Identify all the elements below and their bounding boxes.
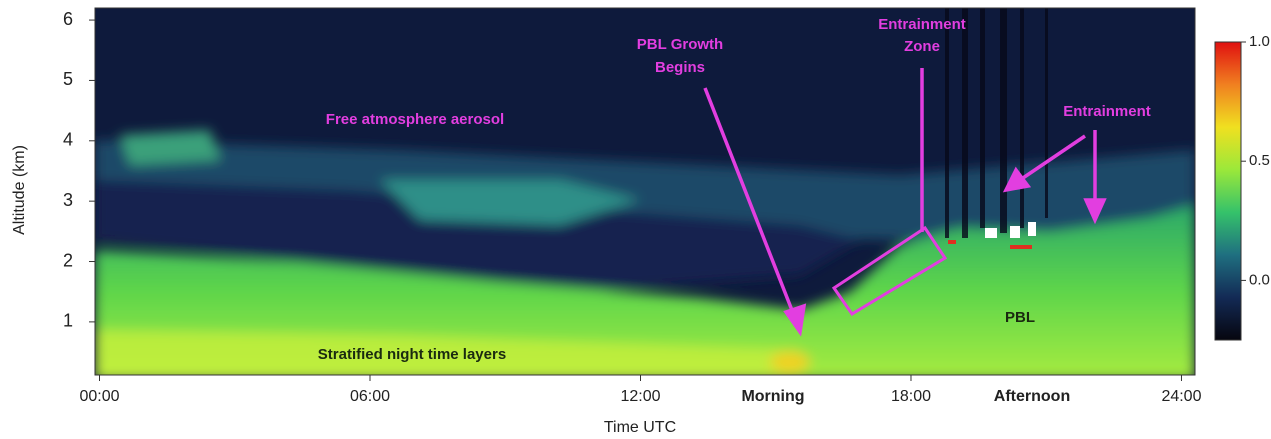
y-axis-label: Altitude (km) xyxy=(11,145,28,235)
x-tick-label: 18:00 xyxy=(891,388,931,405)
annotation: Zone xyxy=(904,38,940,55)
x-tick-label: 00:00 xyxy=(79,388,119,405)
plot-frame xyxy=(94,7,1196,376)
time-label: Afternoon xyxy=(994,388,1070,405)
y-tick-label: 4 xyxy=(63,130,73,150)
annotation-arrows xyxy=(703,68,1107,337)
y-tick-label: 3 xyxy=(63,190,73,210)
annotation: Stratified night time layers xyxy=(318,346,506,363)
x-tick-label: 06:00 xyxy=(350,388,390,405)
annotation: PBL xyxy=(1005,309,1035,326)
x-tick-label: 12:00 xyxy=(620,388,660,405)
y-tick-label: 5 xyxy=(63,69,73,89)
y-tick-label: 2 xyxy=(63,250,73,270)
time-label: Morning xyxy=(741,388,804,405)
heatmap-image xyxy=(95,8,1195,375)
y-tick-label: 6 xyxy=(63,9,73,29)
x-axis-label: Time UTC xyxy=(604,419,676,436)
annotation: Begins xyxy=(655,59,705,76)
annotation: PBL Growth xyxy=(637,36,723,53)
annotation: Entrainment xyxy=(878,16,966,33)
annotation: Entrainment xyxy=(1063,103,1151,120)
x-tick-label: 24:00 xyxy=(1161,388,1201,405)
colorbar xyxy=(1214,41,1242,341)
annotation: Free atmosphere aerosol xyxy=(326,111,504,128)
colorbar-tick-label: 0.0 xyxy=(1249,271,1270,288)
colorbar-tick-label: 1.0 xyxy=(1249,33,1270,50)
y-tick-label: 1 xyxy=(63,311,73,331)
colorbar-tick-label: 0.5 xyxy=(1249,152,1270,169)
